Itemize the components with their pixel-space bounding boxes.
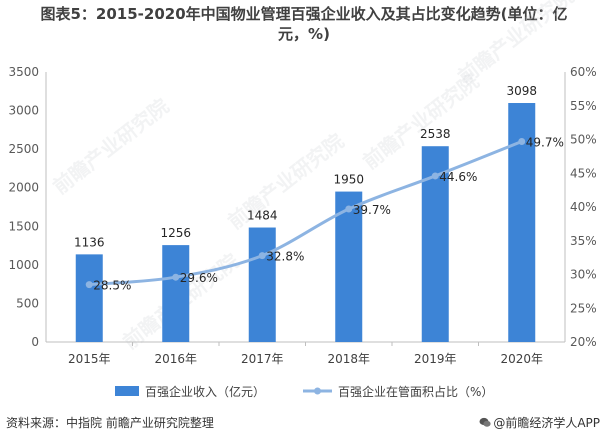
y-left-tick-label: 2500	[8, 142, 39, 156]
y-left-tick-label: 1000	[8, 258, 39, 272]
bar-series	[75, 103, 536, 342]
y-left-tick-label: 0	[31, 335, 39, 349]
source-note: 资料来源：中指院 前瞻产业研究院整理	[6, 416, 214, 430]
y-left-tick-label: 3000	[8, 104, 39, 118]
bar-value-label: 1950	[333, 173, 364, 187]
line-point	[85, 281, 93, 289]
legend-label-line: 百强企业在管面积占比（%）	[338, 384, 493, 399]
line-point	[345, 205, 353, 213]
line-value-label: 29.6%	[180, 271, 218, 285]
legend-swatch-marker	[314, 387, 321, 395]
credit-note: @前瞻经济学人APP	[479, 414, 600, 431]
y-right-tick-label: 25%	[570, 301, 597, 315]
y-right-tick-label: 20%	[570, 335, 597, 349]
watermark-text: 前瞻产业研究院	[48, 94, 173, 199]
legend: 百强企业收入（亿元） 百强企业在管面积占比（%）	[115, 384, 493, 399]
chart-title-line1: 图表5：2015-2020年中国物业管理百强企业收入及其占比变化趋势(单位：亿	[40, 5, 568, 23]
chart-title: 图表5：2015-2020年中国物业管理百强企业收入及其占比变化趋势(单位：亿 …	[0, 4, 608, 44]
credit-text: @前瞻经济学人APP	[493, 416, 600, 430]
y-right-tick-label: 60%	[570, 65, 597, 79]
chart-title-line2: 元，%)	[278, 25, 330, 43]
watermark-layer: 前瞻产业研究院前瞻产业研究院前瞻产业研究院前瞻产业研究院前瞻产业研究院	[48, 0, 578, 354]
line-value-label: 44.6%	[439, 170, 477, 184]
y-left-tick-label: 3500	[8, 65, 39, 79]
x-tick-label: 2020年	[500, 352, 543, 366]
bar	[162, 245, 190, 342]
x-tick-label: 2018年	[327, 352, 370, 366]
legend-swatch-bar	[115, 386, 139, 396]
bar	[75, 254, 103, 342]
bar	[248, 227, 276, 342]
wechat-icon	[479, 416, 491, 430]
line-series	[85, 138, 526, 289]
line-point	[258, 252, 266, 260]
line-value-label: 39.7%	[353, 203, 391, 217]
line-point	[431, 172, 439, 180]
y-right-tick-label: 30%	[570, 268, 597, 282]
axes: 0 500 1000 1500 2000 2500 3000 3500 20% 25% 30% 35%…	[8, 65, 596, 366]
data-labels: 1136 1256 1484 1950 2538 3098 28.5% 29.6% 32.8% 3…	[74, 84, 564, 293]
line-value-label: 32.8%	[266, 250, 304, 264]
bar-value-label: 2538	[420, 127, 451, 141]
bar	[335, 191, 363, 342]
line-value-label: 28.5%	[93, 279, 131, 293]
watermark-text: 前瞻产业研究院	[453, 0, 578, 89]
y-right-tick-label: 45%	[570, 166, 597, 180]
y-right-tick-label: 40%	[570, 200, 597, 214]
x-tick-label: 2017年	[241, 352, 284, 366]
legend-label-bar: 百强企业收入（亿元）	[145, 384, 265, 399]
line-value-label: 49.7%	[526, 136, 564, 150]
x-tick-label: 2015年	[68, 352, 111, 366]
y-left-tick-label: 500	[16, 296, 39, 310]
bar-value-label: 1484	[247, 209, 278, 223]
line-point	[172, 273, 180, 281]
x-tick-label: 2016年	[154, 352, 197, 366]
y-left-tick-label: 2000	[8, 181, 39, 195]
y-right-tick-label: 35%	[570, 234, 597, 248]
y-left-tick-label: 1500	[8, 219, 39, 233]
bar-value-label: 3098	[506, 84, 537, 98]
line-path	[89, 140, 523, 287]
bar-value-label: 1256	[160, 226, 191, 240]
line-point	[518, 138, 526, 146]
y-right-tick-label: 55%	[570, 99, 597, 113]
y-right-tick-label: 50%	[570, 133, 597, 147]
x-tick-label: 2019年	[414, 352, 457, 366]
bar-value-label: 1136	[74, 235, 105, 249]
